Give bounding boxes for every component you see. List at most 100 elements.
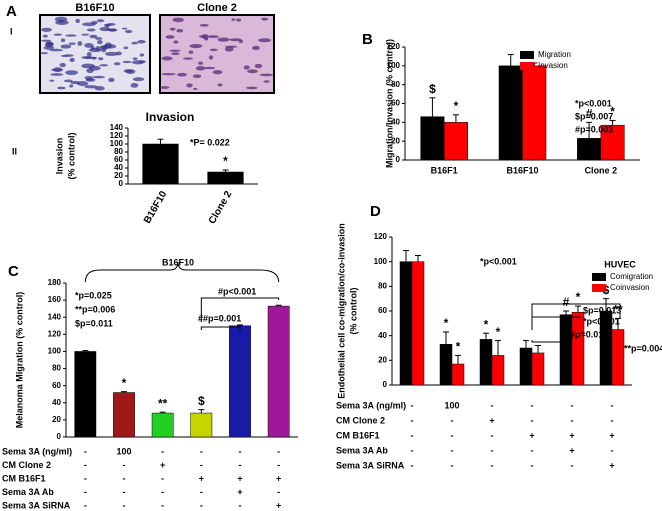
bar: [151, 412, 174, 438]
treatment-value: -: [200, 460, 203, 470]
treatment-value: -: [571, 415, 574, 425]
treatment-value: -: [451, 445, 454, 455]
bar: [113, 392, 135, 438]
cell: [224, 45, 238, 48]
cell: [161, 72, 176, 76]
treatment-value: -: [84, 446, 87, 456]
treatment-value: +: [569, 430, 574, 440]
treatment-value: +: [569, 445, 574, 455]
treatment-value: -: [123, 500, 126, 510]
treatment-value: +: [609, 460, 614, 470]
y-tick-label: 40: [114, 163, 123, 172]
legend-swatch: [592, 284, 606, 292]
bar: [491, 355, 505, 386]
cell: [53, 33, 63, 36]
bar: [190, 412, 213, 438]
cell: [195, 66, 206, 71]
cell: [131, 41, 138, 45]
cell: [138, 60, 146, 64]
annotation: *P= 0.022: [190, 137, 230, 147]
cell: [52, 67, 63, 73]
cell: [188, 50, 194, 54]
treatment-value: -: [84, 473, 87, 483]
cell: [76, 81, 89, 86]
cell: [246, 86, 258, 90]
y-tick-label: 0: [396, 155, 401, 164]
cell: [199, 23, 209, 27]
significance-marker: *: [454, 99, 459, 113]
treatment-value: -: [531, 460, 534, 470]
cell: [60, 38, 66, 43]
cell: [254, 63, 263, 69]
treatment-value: -: [277, 487, 280, 497]
treatment-value: -: [161, 487, 164, 497]
cell: [49, 79, 55, 82]
cell: [40, 39, 52, 42]
y-tick-label: 180: [48, 278, 62, 287]
cell: [171, 52, 180, 56]
x-tick-label: B16F1: [431, 165, 458, 175]
treatment-value: -: [161, 500, 164, 510]
cell: [63, 54, 74, 57]
cell: [189, 44, 203, 49]
bar: [229, 325, 251, 438]
treatment-value: -: [123, 487, 126, 497]
cell: [77, 41, 83, 46]
cell: [198, 61, 204, 65]
bar: [443, 122, 468, 161]
cell: [108, 77, 115, 83]
panel-label: D: [370, 203, 381, 220]
cell: [124, 29, 133, 34]
cell: [121, 27, 128, 30]
cell: [161, 56, 173, 61]
cell: [217, 83, 223, 87]
significance-marker: **: [613, 303, 623, 317]
significance-marker: *: [223, 154, 228, 168]
y-tick-label: 100: [374, 257, 388, 266]
cell: [203, 66, 216, 70]
annotation: *p<0.001: [583, 316, 620, 326]
cell: [258, 38, 272, 43]
treatment-label: Sema 3A SiRNA: [336, 460, 405, 470]
cell: [65, 34, 77, 37]
cell: [192, 74, 202, 78]
treatment-value: -: [200, 500, 203, 510]
treatment-value: -: [84, 500, 87, 510]
y-tick-label: 60: [391, 99, 400, 108]
cell: [212, 69, 223, 75]
cell: [165, 35, 175, 39]
y-tick-label: 120: [387, 42, 401, 51]
annotation: #p=0.01: [570, 329, 603, 339]
bracket: [200, 326, 241, 330]
treatment-value: -: [239, 500, 242, 510]
treatment-value: -: [411, 400, 414, 410]
panel-label: II: [12, 146, 17, 156]
sub-panel-label: I: [10, 26, 13, 36]
legend-title: HUVEC: [604, 259, 636, 269]
micrograph-title: B16F10: [75, 2, 114, 14]
treatment-value: +: [237, 487, 242, 497]
y-tick-label: 20: [391, 136, 400, 145]
significance-marker: #: [563, 295, 570, 309]
cell: [68, 42, 76, 45]
panel-label: C: [8, 263, 19, 280]
cell: [89, 34, 98, 39]
cell: [130, 82, 139, 88]
bar: [207, 171, 244, 185]
treatment-value: -: [277, 460, 280, 470]
cell: [99, 64, 109, 67]
cell: [40, 27, 53, 32]
cell: [173, 40, 179, 44]
treatment-value: -: [531, 445, 534, 455]
annotation: ##p=0.001: [198, 313, 241, 323]
cell: [263, 80, 270, 83]
cell: [247, 69, 258, 74]
cell: [95, 37, 103, 40]
y-tick-label: 80: [114, 147, 123, 156]
treatment-value: -: [200, 446, 203, 456]
annotation: $p=0.013: [583, 305, 621, 315]
treatment-value: +: [529, 430, 534, 440]
significance-marker: *: [576, 290, 581, 304]
cell: [63, 79, 73, 83]
